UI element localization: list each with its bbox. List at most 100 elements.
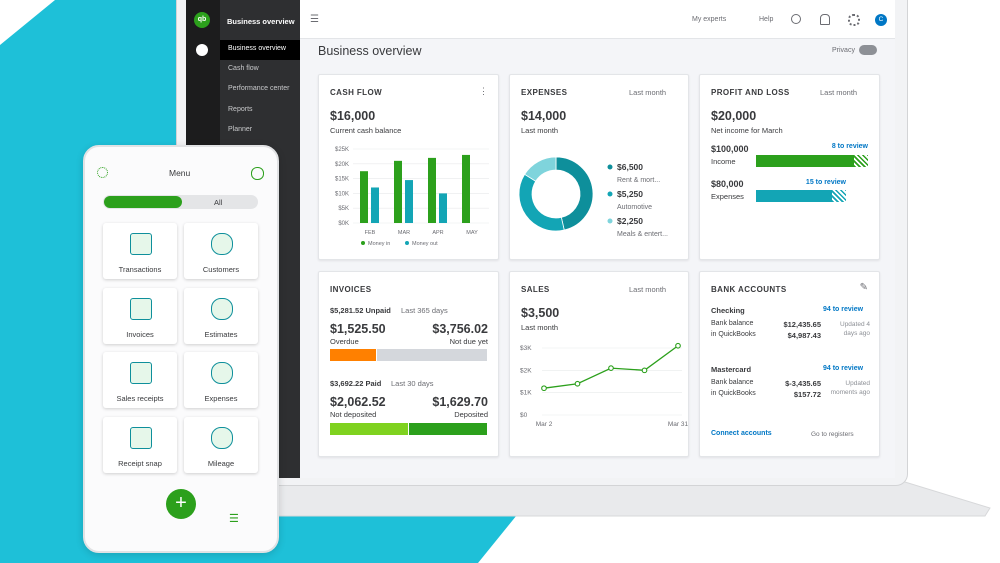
app-title: Business overview xyxy=(227,17,295,26)
menu-tile[interactable]: Customers xyxy=(184,223,258,279)
x-tick-label: FEB xyxy=(365,230,376,236)
privacy-toggle[interactable] xyxy=(859,45,877,55)
menu-tile[interactable]: Transactions xyxy=(103,223,177,279)
amount: $16,000 xyxy=(330,109,376,123)
paid: $3,692.22 Paid xyxy=(330,379,382,388)
new-button[interactable] xyxy=(196,44,208,56)
card-title: PROFIT AND LOSS xyxy=(711,88,790,97)
logo: qb xyxy=(194,12,210,28)
deposited-amount: $1,629.70 xyxy=(432,395,488,409)
tile-icon xyxy=(211,426,233,449)
y-tick-label: $0K xyxy=(338,221,349,227)
sidebar-item[interactable]: Cash flow xyxy=(228,65,259,72)
sales-card: SALES Last month $3,500 Last month $0 $1K… xyxy=(509,271,689,457)
review-link[interactable]: 94 to review xyxy=(823,365,864,372)
topbar-link[interactable]: My experts xyxy=(692,16,727,23)
more-icon[interactable]: ⋮ xyxy=(479,86,488,96)
sidebar-item[interactable]: Reports xyxy=(228,106,253,113)
tile-icon xyxy=(211,362,233,384)
card-title: EXPENSES xyxy=(521,88,568,97)
legend-label: Meals & entert... xyxy=(617,231,668,238)
cash-flow-chart: $0K $5K $10K $15K $20K $25K FEB MAR APR MAY Money … xyxy=(335,147,489,247)
menu-tile[interactable]: Sales receipts xyxy=(103,352,177,408)
bar xyxy=(462,154,470,223)
caption: Net income for March xyxy=(711,126,783,135)
amount: $14,000 xyxy=(521,109,567,123)
y-tick-label: $3K xyxy=(520,345,532,352)
income-label: Income xyxy=(711,157,736,166)
tile-icon xyxy=(130,233,152,255)
tile-icon xyxy=(130,426,152,449)
search-icon[interactable] xyxy=(791,14,801,24)
menu-tile[interactable]: Estimates xyxy=(184,287,258,344)
y-tick-label: $5K xyxy=(338,206,349,212)
menu-icon[interactable]: ☰ xyxy=(229,513,239,525)
point xyxy=(641,367,648,374)
tile-label: Transactions xyxy=(118,265,162,274)
settings-icon[interactable] xyxy=(97,167,108,178)
x-tick-label: MAY xyxy=(466,230,478,236)
review-link[interactable]: 94 to review xyxy=(823,306,864,313)
not-due-label: Not due yet xyxy=(449,337,488,346)
bar xyxy=(428,157,436,223)
cash-flow-card: CASH FLOW ⋮ $16,000 Current cash balance… xyxy=(318,74,499,260)
updated: Updated moments ago xyxy=(830,380,870,396)
gear-icon[interactable] xyxy=(848,14,860,26)
review-link[interactable]: 8 to review xyxy=(831,143,868,150)
card-title: SALES xyxy=(521,285,550,294)
menu-tile[interactable]: Receipt snap xyxy=(103,416,177,473)
add-button[interactable]: + xyxy=(166,489,196,519)
legend-swatch xyxy=(607,164,613,170)
menu-tile[interactable]: Expenses xyxy=(184,352,258,408)
goto-link[interactable]: Go to registers xyxy=(811,431,854,438)
period-select[interactable]: Last month xyxy=(629,88,667,97)
assistant-icon[interactable] xyxy=(251,167,264,180)
sidebar-item[interactable]: Performance center xyxy=(228,85,290,92)
value-label: $2,250 xyxy=(617,216,643,226)
invoices-card: INVOICES $5,281.52 Unpaid Last 365 days … xyxy=(318,271,499,457)
legend-label: Money in xyxy=(368,241,390,247)
bank-label: Bank balance xyxy=(711,379,754,386)
legend-swatch xyxy=(361,241,365,245)
card-title: CASH FLOW xyxy=(330,88,383,97)
x-tick-label: MAR xyxy=(398,230,410,236)
qb-balance: $4,987.43 xyxy=(787,331,821,340)
sidebar-item[interactable]: Planner xyxy=(228,126,253,133)
bell-icon[interactable] xyxy=(820,14,830,25)
bank-balance: $12,435.65 xyxy=(783,320,821,329)
y-tick-label: $0 xyxy=(520,412,528,419)
menu-tile[interactable]: Invoices xyxy=(103,287,177,344)
income-bar xyxy=(756,155,854,167)
tile-label: Mileage xyxy=(207,458,235,468)
bar xyxy=(394,160,402,223)
sidebar-item[interactable]: Business overview xyxy=(228,45,286,52)
not-deposited-bar xyxy=(330,423,408,435)
qb-label: in QuickBooks xyxy=(711,331,756,338)
not-deposited-amount: $2,062.52 xyxy=(330,395,386,409)
menu-tile[interactable]: Mileage xyxy=(184,416,258,473)
account-name: Mastercard xyxy=(711,365,752,374)
menu-icon[interactable]: ☰ xyxy=(310,14,319,25)
tile-label: Invoices xyxy=(126,329,154,339)
topbar-link[interactable]: Help xyxy=(759,16,774,23)
tab-active[interactable] xyxy=(104,196,182,208)
connect-link[interactable]: Connect accounts xyxy=(711,430,772,437)
avatar[interactable]: C xyxy=(875,14,887,26)
review-link[interactable]: 15 to review xyxy=(805,179,846,186)
tile-icon xyxy=(211,297,233,320)
unpaid: $5,281.52 Unpaid xyxy=(330,306,391,315)
period-select[interactable]: Last month xyxy=(820,88,858,97)
donut-slice xyxy=(524,156,557,182)
x-tick-label: APR xyxy=(432,230,443,236)
bank-label: Bank balance xyxy=(711,320,754,327)
card-title: INVOICES xyxy=(330,285,372,294)
period-select[interactable]: Last month xyxy=(629,285,667,294)
expenses-chart: $6,500 Rent & mort... $5,250 Automotive $2,2… xyxy=(518,156,668,238)
tile-label: Sales receipts xyxy=(116,394,164,403)
tab[interactable]: All xyxy=(214,198,223,207)
tile-label: Receipt snap xyxy=(118,458,162,468)
edit-icon[interactable]: ✎ xyxy=(859,282,868,293)
legend-swatch xyxy=(607,191,613,197)
donut-slice xyxy=(518,173,565,232)
